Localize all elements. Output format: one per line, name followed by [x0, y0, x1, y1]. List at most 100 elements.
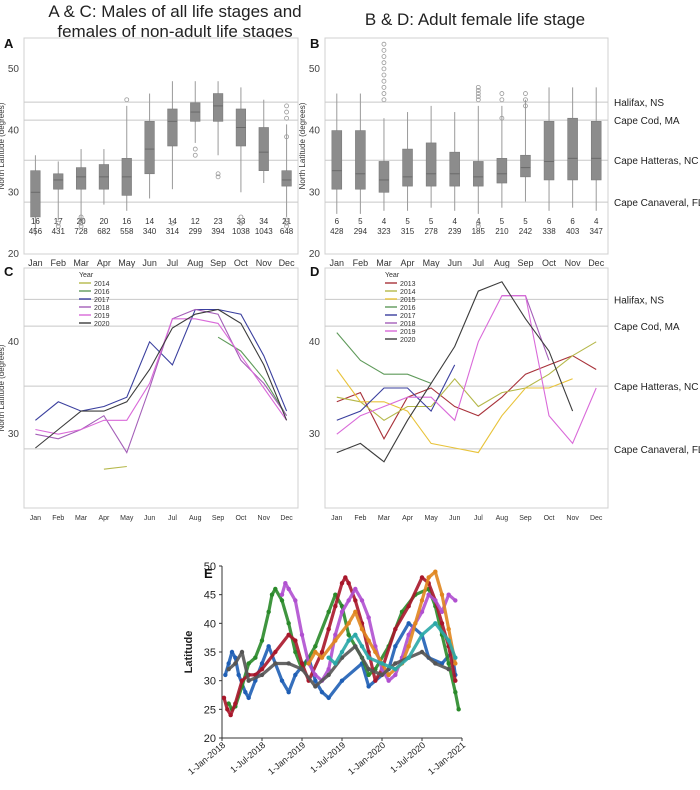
panel-e-point-0-16: [326, 695, 331, 701]
panel-e-point-1-9: [273, 586, 278, 592]
panel-a-x-tick-4: May: [118, 258, 136, 268]
panel-d-series-2019: [336, 295, 597, 445]
panel-a-outlier-17: [284, 115, 289, 121]
panel-a-x-tick-6: Jul: [167, 258, 179, 268]
panel-e-point-1-5: [253, 655, 258, 660]
panel-a-x-tick-0: Jan: [28, 258, 43, 268]
panel-b-box-1: [355, 130, 366, 190]
panel-e-point-3-22: [426, 592, 431, 597]
panel-e-point-0-12: [293, 672, 298, 678]
panel-d-series-2020: [336, 281, 574, 463]
panel-e-y-tick-2: 30: [204, 676, 216, 688]
panel-e-point-0-4: [236, 672, 241, 678]
panel-c-x-tick-0: Jan: [30, 515, 41, 522]
panel-e-point-6-5: [359, 644, 365, 649]
panel-e-point-5-11: [353, 644, 358, 649]
panel-e-point-1-20: [366, 672, 371, 678]
panel-e-point-1-15: [326, 609, 331, 615]
panel-e-point-2-1: [225, 707, 230, 712]
panel-e-point-4-2: [319, 655, 325, 660]
panel-a-y-tick-1: 30: [8, 187, 20, 198]
panel-b-outlier-22: [523, 103, 528, 109]
panel-a-x-tick-2: Mar: [73, 258, 89, 268]
panel-e-point-4-14: [413, 621, 418, 626]
panel-e-point-2-11: [299, 661, 305, 666]
panel-a-outlier-12: [238, 214, 244, 220]
panel-d-legend-label-2017: 2017: [400, 313, 416, 320]
panel-a-outlier-1: [55, 223, 61, 229]
panel-c-series-2016: [217, 336, 288, 416]
panel-b-outlier-13: [475, 94, 481, 100]
panel-e-point-3-14: [366, 615, 371, 620]
panel-e-point-5-17: [433, 661, 438, 666]
panel-d-legend-label-2018: 2018: [400, 321, 416, 328]
panel-e-point-2-2: [228, 712, 233, 718]
panel-b-ref-label-2: Cape Hatteras, NC: [614, 156, 698, 167]
panel-e-point-5-16: [419, 649, 425, 655]
panel-e-y-axis-label: Latitude: [183, 631, 195, 674]
panel-e-point-4-6: [359, 626, 365, 632]
panel-e-point-6-10: [419, 632, 425, 637]
panel-e-x-tick-2: 1-Jan-2019: [266, 740, 307, 777]
panel-a-box-8: [212, 93, 224, 122]
panel-b-outlier-10: [475, 84, 481, 90]
panel-d-legend-label-2019: 2019: [400, 329, 416, 336]
panel-b-box-8: [520, 154, 531, 178]
panel-e-x-tick-1: 1-Jul-2018: [228, 740, 267, 775]
left-heading: A & C: Males of all life stages and fema…: [0, 2, 350, 42]
panel-c-y-axis-label: North Latitude (degrees): [0, 344, 6, 431]
panel-a-y-axis-label: North Latitude (degrees): [0, 102, 6, 189]
panel-a-box-2: [75, 167, 87, 190]
panel-b-outlier-11: [475, 88, 481, 93]
panel-d-x-tick-0: Jan: [331, 515, 342, 522]
panel-b-box-2: [378, 161, 390, 193]
panel-e-point-1-29: [453, 689, 458, 695]
panel-a-count-bottom-4: 558: [120, 227, 134, 236]
panel-d-x-tick-5: Jun: [449, 515, 460, 522]
panel-c-y-tick-1: 40: [8, 337, 20, 348]
panel-b-plot-area: [324, 37, 609, 255]
left-heading-line2: females of non-adult life stages: [57, 22, 293, 41]
panel-b-count-bottom-4: 278: [424, 227, 438, 236]
panel-e-point-2-16: [339, 581, 345, 586]
panel-b-count-bottom-0: 428: [330, 227, 344, 236]
panel-a-count-top-3: 20: [99, 217, 108, 226]
panel-e-point-0-1: [226, 661, 231, 666]
panel-b-outlier-18: [499, 97, 505, 103]
panel-e-point-4-8: [373, 649, 378, 655]
panel-e-point-2-7: [259, 667, 265, 672]
panel-b-outlier-17: [499, 91, 505, 96]
panel-b-outlier-21: [523, 97, 528, 103]
panel-b-box-4: [425, 142, 437, 187]
panel-e-point-5-0: [226, 667, 231, 672]
panel-e-point-0-22: [406, 621, 411, 626]
panel-a-outlier-13: [238, 220, 244, 226]
panel-a-count-bottom-8: 394: [211, 227, 225, 236]
panel-c-x-tick-5: Jun: [144, 515, 155, 522]
panel-e-point-4-19: [446, 626, 451, 632]
panel-b-outlier-8: [381, 91, 387, 96]
panel-d: D 30 40 Halifax, NS Cape Cod, MA Cape Hattera…: [309, 264, 700, 522]
panel-e-point-3-0: [279, 592, 285, 597]
left-heading-line1: A & C: Males of all life stages and: [48, 2, 302, 21]
panel-e-point-2-9: [286, 632, 291, 637]
panel-e-panel-label: E: [204, 566, 213, 581]
panel-e-point-2-24: [393, 626, 398, 632]
panel-a-y-tick-2: 40: [8, 126, 20, 137]
panel-b-y-axis-label: North Latitude (degrees): [298, 102, 307, 189]
panel-c-x-tick-11: Dec: [280, 515, 293, 522]
panel-a-count-bottom-3: 682: [97, 227, 111, 236]
panel-b-y-tick-1: 30: [309, 187, 321, 198]
panel-b-count-bottom-2: 323: [377, 227, 391, 236]
panel-e-point-6-13: [453, 655, 458, 660]
panel-e-point-3-10: [339, 609, 345, 615]
panel-e-point-3-12: [353, 586, 358, 592]
panel-b-outlier-3: [381, 60, 387, 66]
panel-e-point-0-15: [319, 689, 325, 695]
panel-c-series-2020: [35, 308, 288, 449]
panel-e-point-2-8: [273, 649, 278, 655]
panel-e-point-5-4: [259, 672, 265, 678]
panel-b-outlier-9: [381, 97, 387, 103]
panel-e-point-3-11: [346, 598, 351, 603]
